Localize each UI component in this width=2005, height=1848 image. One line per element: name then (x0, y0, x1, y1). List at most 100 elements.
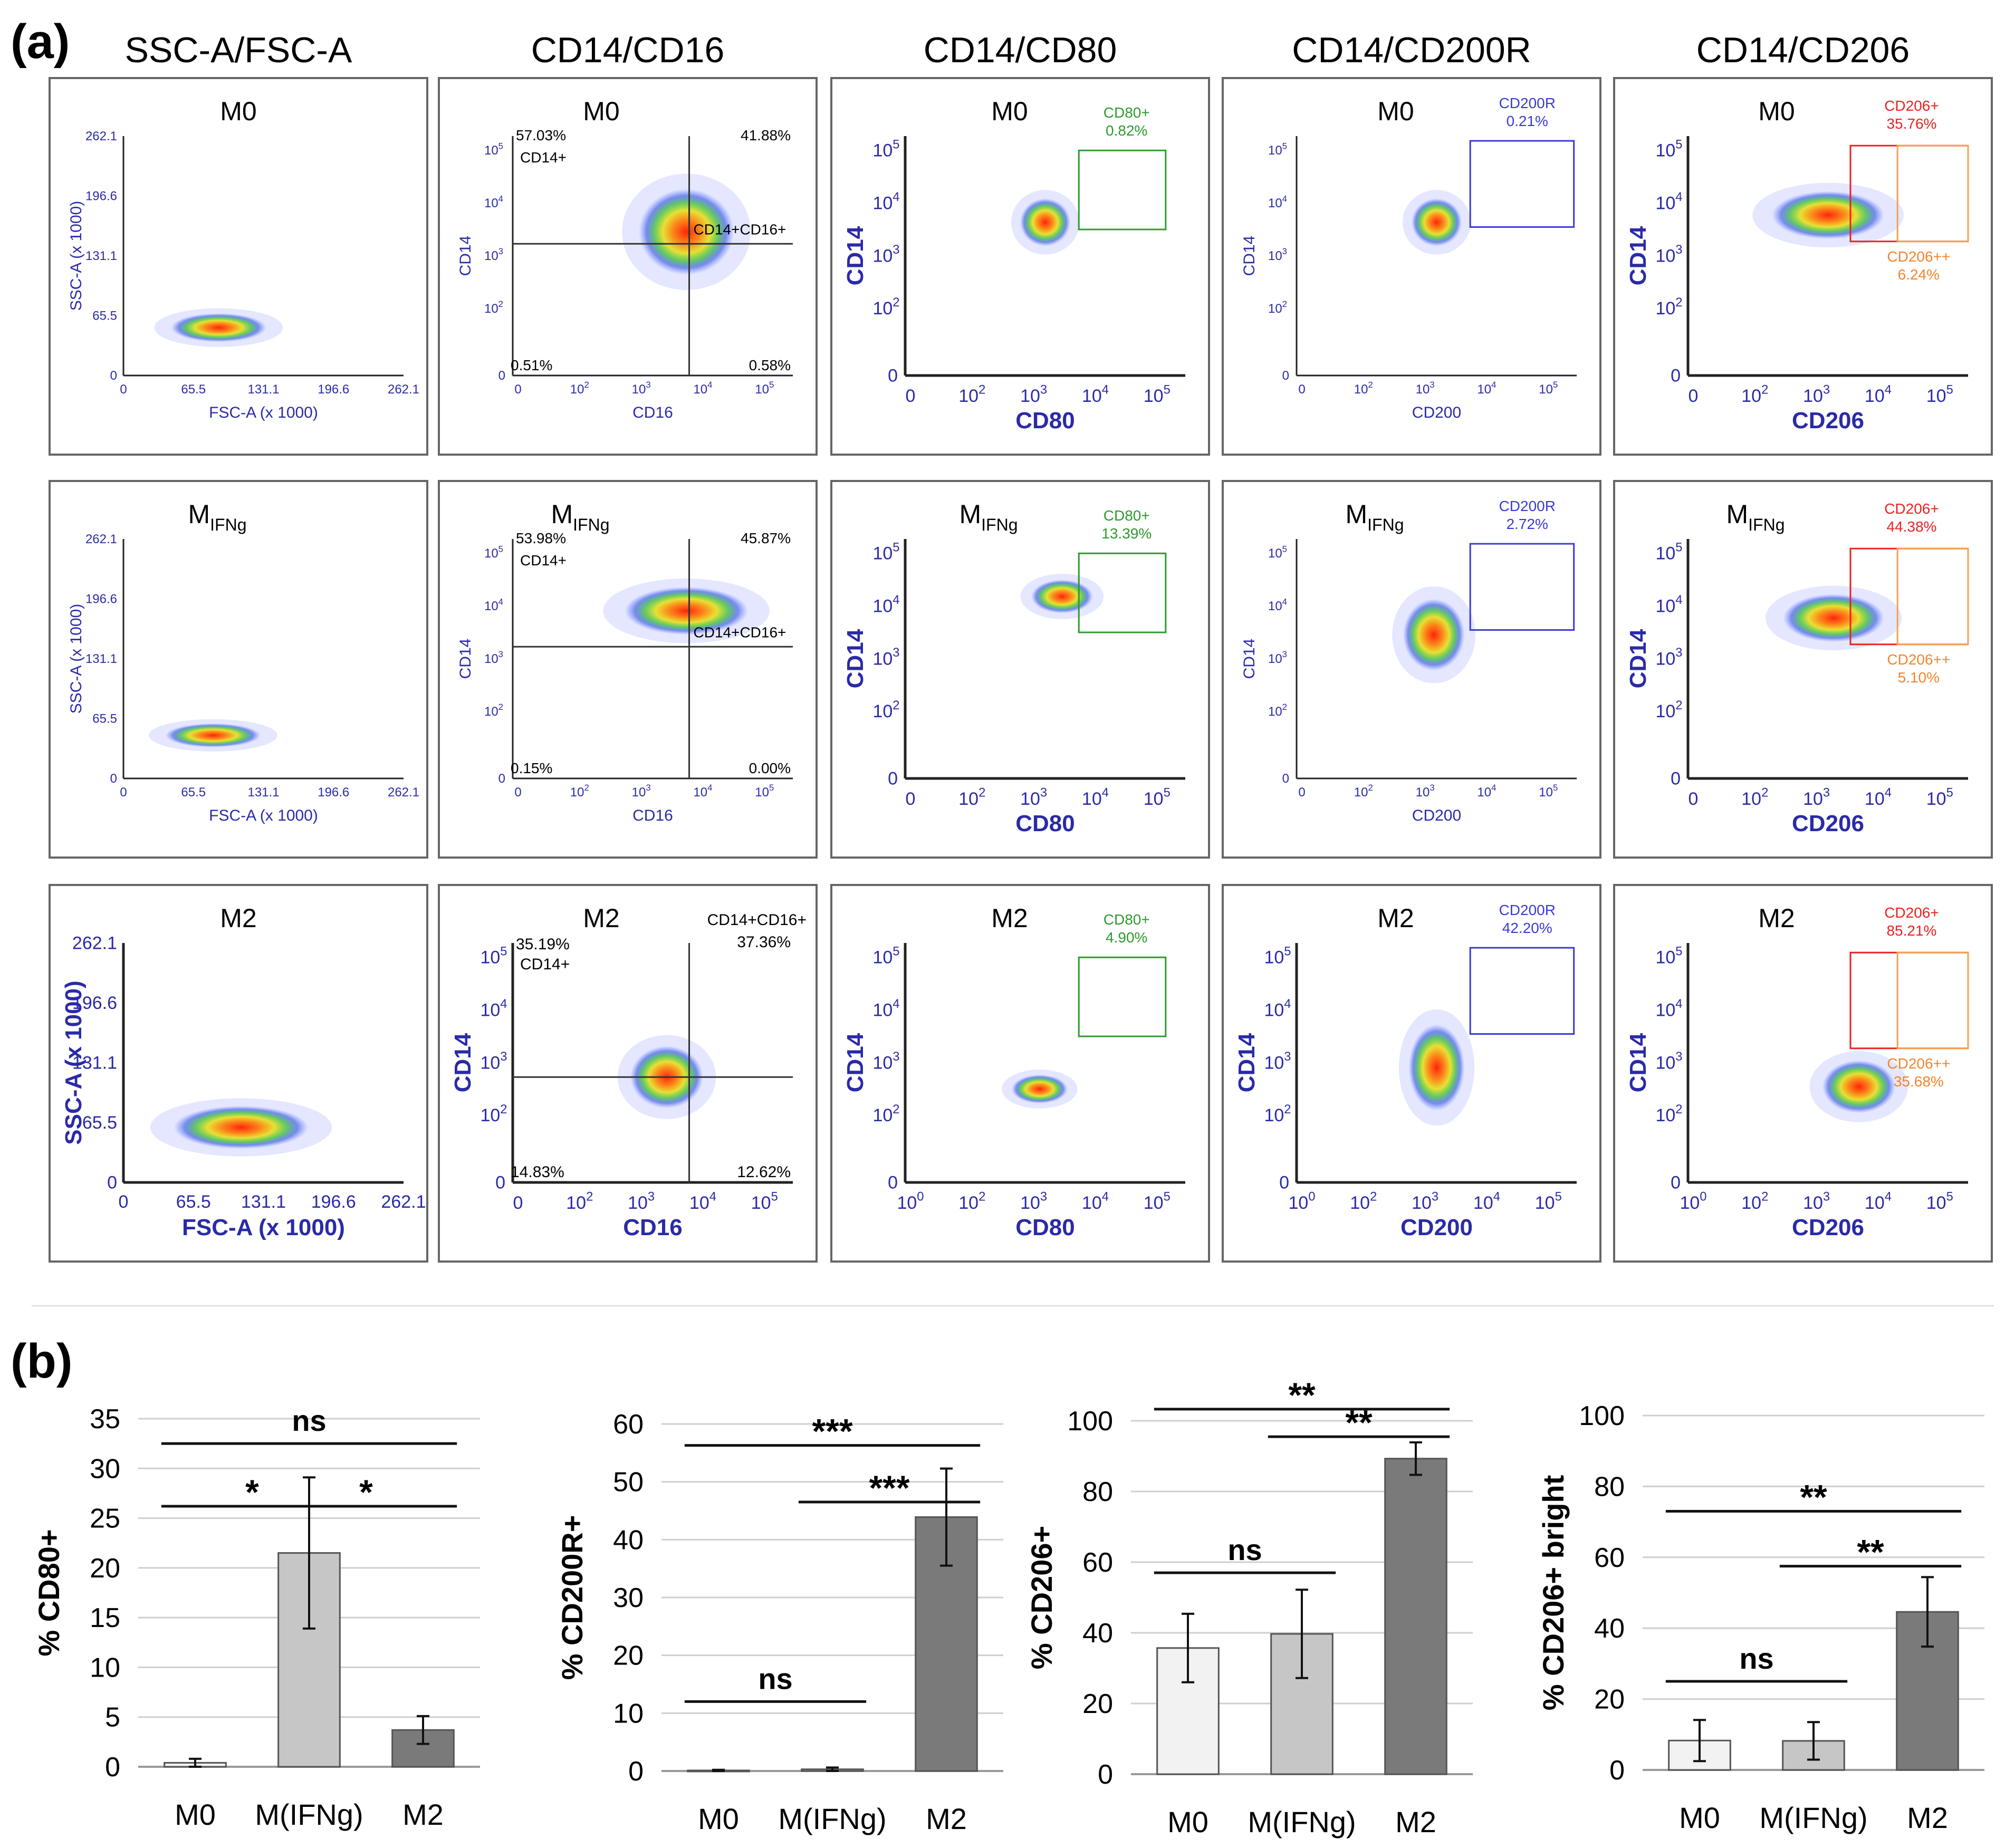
y-tick-label: 20 (1082, 1689, 1113, 1719)
y-tick-label: 100 (1067, 1406, 1113, 1437)
quadrant-ul-percent: 53.98% (516, 530, 566, 546)
category-label: M2 (1395, 1805, 1436, 1839)
quadrant-double-positive-name: CD14+CD16+ (694, 221, 786, 237)
x-tick-label: 102 (566, 1190, 593, 1213)
y-tick-label: 196.6 (85, 592, 117, 607)
x-tick-label: 196.6 (318, 382, 349, 397)
y-axis-label: CD14 (457, 236, 474, 276)
panel-a-label: (a) (11, 15, 70, 69)
x-tick-label: 262.1 (388, 785, 419, 800)
y-tick-label: 40 (1082, 1618, 1113, 1649)
bar (1384, 1458, 1447, 1775)
x-tick-label: 0 (514, 785, 521, 800)
x-tick-label: 104 (1865, 786, 1892, 809)
y-tick-label: 60 (1594, 1543, 1625, 1573)
bar-chart-3: 0 20 40 60 80 100 % CD206+ M0 M(IFNg) M2 ** ** ns (1025, 1375, 1473, 1839)
category-label: M0 (1167, 1805, 1208, 1839)
quadrant-ll-percent: 0.15% (511, 760, 552, 776)
y-tick-label: 20 (613, 1641, 644, 1671)
y-tick-label: 196.6 (72, 993, 117, 1013)
quadrant-ll-percent: 14.83% (511, 1163, 564, 1181)
gate-box (1469, 140, 1575, 228)
y-axis-label: % CD80+ (32, 1529, 65, 1656)
category-label: M(IFNg) (778, 1802, 886, 1835)
significance-label: ns (1739, 1642, 1773, 1675)
quadrant-ul-name: CD14+ (520, 956, 570, 973)
y-axis-label: CD14 (1625, 629, 1651, 688)
x-tick-label: 102 (958, 1190, 985, 1213)
y-tick-label: 196.6 (85, 189, 117, 204)
x-tick-label: 0 (513, 1193, 523, 1213)
y-axis-label: CD14 (457, 639, 474, 679)
x-axis-label: CD16 (632, 404, 673, 421)
y-tick-label: 102 (1268, 702, 1287, 719)
x-axis-label: CD80 (1015, 1215, 1075, 1240)
x-axis-label: CD200 (1412, 404, 1461, 421)
y-axis-label: % CD200R+ (555, 1515, 589, 1680)
significance-label: ns (758, 1662, 792, 1695)
y-tick-label: 20 (1594, 1685, 1625, 1715)
gate-cd206-bright-name: CD206++ (1887, 651, 1950, 668)
x-tick-label: 262.1 (381, 1192, 426, 1212)
density-cloud (1408, 1024, 1465, 1111)
y-axis-label: CD14 (842, 1033, 868, 1092)
quadrant-ul-name: CD14+ (520, 552, 567, 569)
gate-cd206-name: CD206+ (1884, 904, 1939, 921)
category-label: M(IFNg) (255, 1798, 363, 1831)
y-tick-label: 0 (1279, 1172, 1289, 1192)
scatter-cell-border (830, 884, 1210, 1263)
x-axis-label: CD80 (1015, 811, 1075, 836)
column-header: CD14/CD80 (924, 30, 1117, 70)
y-tick-label: 104 (1655, 593, 1682, 616)
scatter-cell-border (1613, 77, 1993, 456)
bar (277, 1552, 341, 1768)
y-tick-label: 0 (1282, 772, 1289, 786)
significance-label: ns (292, 1404, 326, 1437)
quadrant-lr-percent: 0.58% (749, 357, 791, 373)
gate-name: CD80+ (1104, 507, 1150, 524)
scatter-cell-border (438, 884, 818, 1263)
row-title: M2 (220, 903, 256, 933)
gate-box (1078, 956, 1167, 1037)
y-tick-label: 10 (90, 1652, 120, 1683)
y-tick-label: 102 (1655, 1102, 1682, 1125)
gate-box (1469, 947, 1575, 1035)
x-tick-label: 102 (1354, 783, 1373, 800)
gate-name: CD80+ (1104, 911, 1150, 928)
row-title: M2 (1377, 903, 1414, 933)
gate-box (1078, 552, 1167, 633)
y-tick-label: 80 (1594, 1471, 1625, 1502)
y-axis-label: CD14 (1625, 1033, 1651, 1092)
y-axis-label: CD14 (842, 629, 868, 688)
y-tick-label: 0 (1609, 1755, 1625, 1786)
y-tick-label: 104 (1655, 190, 1682, 213)
scatter-cell: M0 FSC-A (x 1000) SSC-A (x 1000) 00 65.5 65.5… (49, 77, 428, 456)
y-tick-label: 5 (105, 1702, 120, 1733)
y-tick-label: 0 (1671, 365, 1681, 386)
x-tick-label: 104 (693, 783, 712, 800)
bar-chart-4: 0 20 40 60 80 100 % CD206+ bright M0 M(IFNg) M2 **… (1537, 1401, 1984, 1834)
gate-percent: 2.72% (1507, 516, 1548, 532)
density-cloud (1411, 198, 1462, 246)
y-tick-label: 104 (480, 997, 507, 1020)
x-tick-label: 0 (120, 785, 127, 800)
y-axis-label: % CD206+ (1025, 1526, 1058, 1669)
y-tick-label: 30 (90, 1454, 120, 1484)
gate-percent: 4.90% (1106, 929, 1147, 946)
density-cloud (165, 723, 261, 747)
x-axis-label: CD16 (623, 1215, 683, 1240)
x-tick-label: 65.5 (181, 785, 206, 800)
scatter-cell: M2 FSC-A (x 1000) SSC-A (x 1000) 00 65.5 65.5… (49, 884, 428, 1263)
gate-cd206-percent: 44.38% (1886, 518, 1936, 535)
gate-box (1078, 149, 1167, 230)
y-tick-label: 60 (613, 1409, 644, 1440)
gate-cd206-bright-percent: 6.24% (1898, 266, 1940, 283)
